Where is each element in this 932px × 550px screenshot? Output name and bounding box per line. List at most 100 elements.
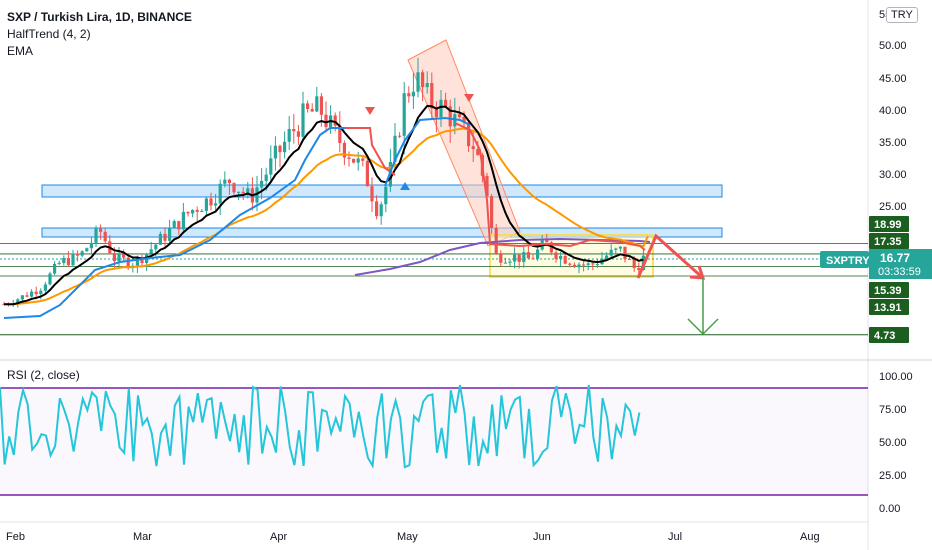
candle-body xyxy=(122,254,126,258)
last-price-value: 16.77 xyxy=(880,251,910,265)
candle-body xyxy=(223,179,227,184)
currency-badge[interactable]: TRY xyxy=(886,7,918,23)
candle-body xyxy=(227,179,231,184)
candle-body xyxy=(71,253,75,266)
candle-body xyxy=(531,258,535,260)
resistance-zone-lower[interactable] xyxy=(41,227,723,238)
candle-body xyxy=(103,231,107,242)
candle-body xyxy=(467,122,471,147)
candle-body xyxy=(591,263,595,265)
ema-fast-line xyxy=(4,104,644,306)
halftrend-legend[interactable]: HalfTrend (4, 2) xyxy=(7,27,91,41)
rsi-legend[interactable]: RSI (2, close) xyxy=(7,368,80,382)
candle-body xyxy=(333,115,337,126)
candle-body xyxy=(255,187,259,203)
candle-body xyxy=(361,158,365,161)
rsi-axis-label: 0.00 xyxy=(879,503,900,515)
candle-body xyxy=(476,149,480,156)
level-tag xyxy=(869,299,909,315)
candle-body xyxy=(76,253,80,256)
candle-body xyxy=(462,117,466,123)
candle-body xyxy=(338,125,342,143)
level-tag-label: 4.73 xyxy=(874,330,895,342)
candle-body xyxy=(20,295,24,300)
candle-body xyxy=(89,242,93,249)
last-price-tag xyxy=(869,249,932,279)
candle-body xyxy=(186,211,190,214)
sell-signal-icon xyxy=(365,107,375,115)
candle-body xyxy=(457,114,461,118)
symbol-tag xyxy=(820,251,869,268)
candle-body xyxy=(568,263,572,265)
candle-body xyxy=(85,248,89,252)
candle-body xyxy=(117,254,121,262)
level-tag-label: 18.99 xyxy=(874,219,902,231)
candle-body xyxy=(554,252,558,259)
time-axis-label: Jun xyxy=(533,531,551,543)
candle-body xyxy=(582,264,586,266)
candle-body xyxy=(503,262,507,264)
candle-body xyxy=(53,263,57,274)
price-axis-label: 40.00 xyxy=(879,105,907,117)
candle-body xyxy=(237,191,241,193)
candle-body xyxy=(306,103,310,109)
candle-body xyxy=(172,221,176,229)
candle-body xyxy=(246,188,250,194)
candle-body xyxy=(181,211,185,230)
rsi-axis-label: 75.00 xyxy=(879,404,907,416)
rsi-axis-label: 25.00 xyxy=(879,470,907,482)
candle-body xyxy=(421,72,425,88)
candlestick-series xyxy=(2,57,645,308)
candle-body xyxy=(260,180,264,188)
sell-signal-icon xyxy=(464,94,474,102)
candle-body xyxy=(618,246,622,249)
candle-body xyxy=(379,204,383,217)
projection-red-arrow[interactable] xyxy=(636,233,704,280)
level-tag-label: 13.91 xyxy=(874,302,902,314)
falling-channel[interactable] xyxy=(407,39,521,247)
ema-slow-line xyxy=(4,127,649,306)
candle-body xyxy=(154,244,158,250)
candle-body xyxy=(352,158,356,163)
candle-body xyxy=(342,142,346,158)
candle-body xyxy=(204,198,208,211)
level-tag-label: 15.39 xyxy=(874,285,902,297)
candle-body xyxy=(471,146,475,150)
candle-body xyxy=(315,96,319,112)
candle-body xyxy=(158,233,162,245)
symbol-tag-label: SXPTRY xyxy=(826,255,870,267)
candle-body xyxy=(99,228,103,232)
rsi-axis-label: 100.00 xyxy=(879,371,913,383)
level-tag xyxy=(869,216,909,232)
candle-body xyxy=(66,257,70,266)
candle-body xyxy=(25,295,29,297)
candle-body xyxy=(632,259,636,269)
candle-body xyxy=(526,252,530,259)
candle-body xyxy=(628,259,632,261)
candle-body xyxy=(411,91,415,97)
candle-body xyxy=(434,108,438,118)
time-axis-label: May xyxy=(397,531,418,543)
candle-body xyxy=(62,257,66,264)
candle-body xyxy=(292,128,296,132)
resistance-zone-upper[interactable] xyxy=(41,184,723,198)
ema-legend[interactable]: EMA xyxy=(7,44,34,58)
halftrend-down-segment-2 xyxy=(454,122,646,251)
candle-body xyxy=(301,103,305,137)
candle-body xyxy=(609,249,613,256)
symbol-legend[interactable]: SXP / Turkish Lira, 1D, BINANCE xyxy=(7,10,192,24)
candle-body xyxy=(614,248,618,250)
candle-body xyxy=(319,96,323,115)
time-axis-label: Feb xyxy=(6,531,25,543)
candle-body xyxy=(264,174,268,181)
candle-body xyxy=(269,158,273,175)
price-axis-label: 30.00 xyxy=(879,169,907,181)
halftrend-up-segment-2 xyxy=(384,116,471,187)
green-arrow-head-icon xyxy=(687,318,719,336)
candle-body xyxy=(572,264,576,268)
candle-body xyxy=(168,228,172,241)
candle-body xyxy=(637,268,641,270)
candle-body xyxy=(485,175,489,197)
candle-body xyxy=(370,186,374,202)
